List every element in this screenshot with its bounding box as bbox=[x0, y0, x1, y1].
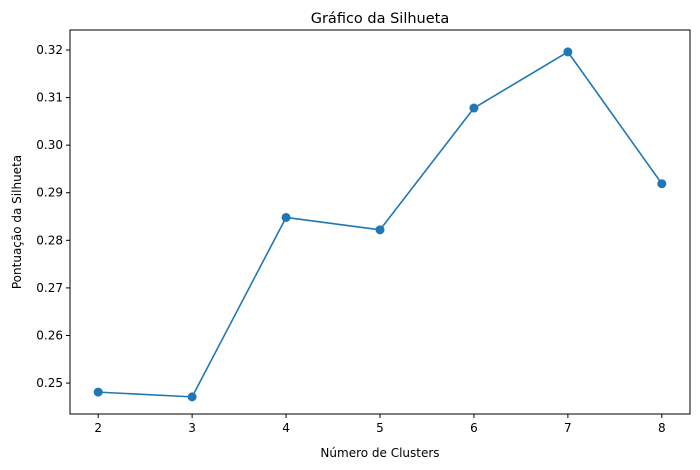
x-tick-label: 4 bbox=[282, 421, 290, 435]
x-axis-label: Número de Clusters bbox=[320, 446, 439, 460]
x-tick-label: 7 bbox=[564, 421, 572, 435]
y-tick-label: 0.25 bbox=[36, 376, 63, 390]
data-point bbox=[657, 179, 667, 189]
x-tick-label: 6 bbox=[470, 421, 478, 435]
x-tick-label: 8 bbox=[658, 421, 666, 435]
y-tick-label: 0.30 bbox=[36, 138, 63, 152]
axis-ticks: 2 3 4 5 6 7 8 0.25 0.26 0.27 0.28 0.29 0.30 0.31 0.32 bbox=[36, 43, 665, 435]
data-point bbox=[281, 212, 291, 222]
y-tick-label: 0.31 bbox=[36, 91, 63, 105]
data-point bbox=[93, 387, 103, 397]
series-marker-layer bbox=[93, 47, 667, 402]
x-tick-label: 2 bbox=[94, 421, 102, 435]
y-tick-label: 0.26 bbox=[36, 328, 63, 342]
chart-title: Gráfico da Silhueta bbox=[311, 11, 450, 27]
data-point bbox=[187, 392, 197, 402]
data-point bbox=[375, 225, 385, 235]
plot-frame bbox=[69, 29, 691, 415]
y-tick-label: 0.29 bbox=[36, 186, 63, 200]
y-axis-label: Pontuação da Silhueta bbox=[10, 155, 24, 289]
y-tick-label: 0.28 bbox=[36, 233, 63, 247]
data-point bbox=[563, 47, 573, 57]
y-tick-label: 0.32 bbox=[36, 43, 63, 57]
x-tick-label: 5 bbox=[376, 421, 384, 435]
y-tick-label: 0.27 bbox=[36, 281, 63, 295]
data-point bbox=[469, 103, 479, 113]
x-tick-label: 3 bbox=[188, 421, 196, 435]
